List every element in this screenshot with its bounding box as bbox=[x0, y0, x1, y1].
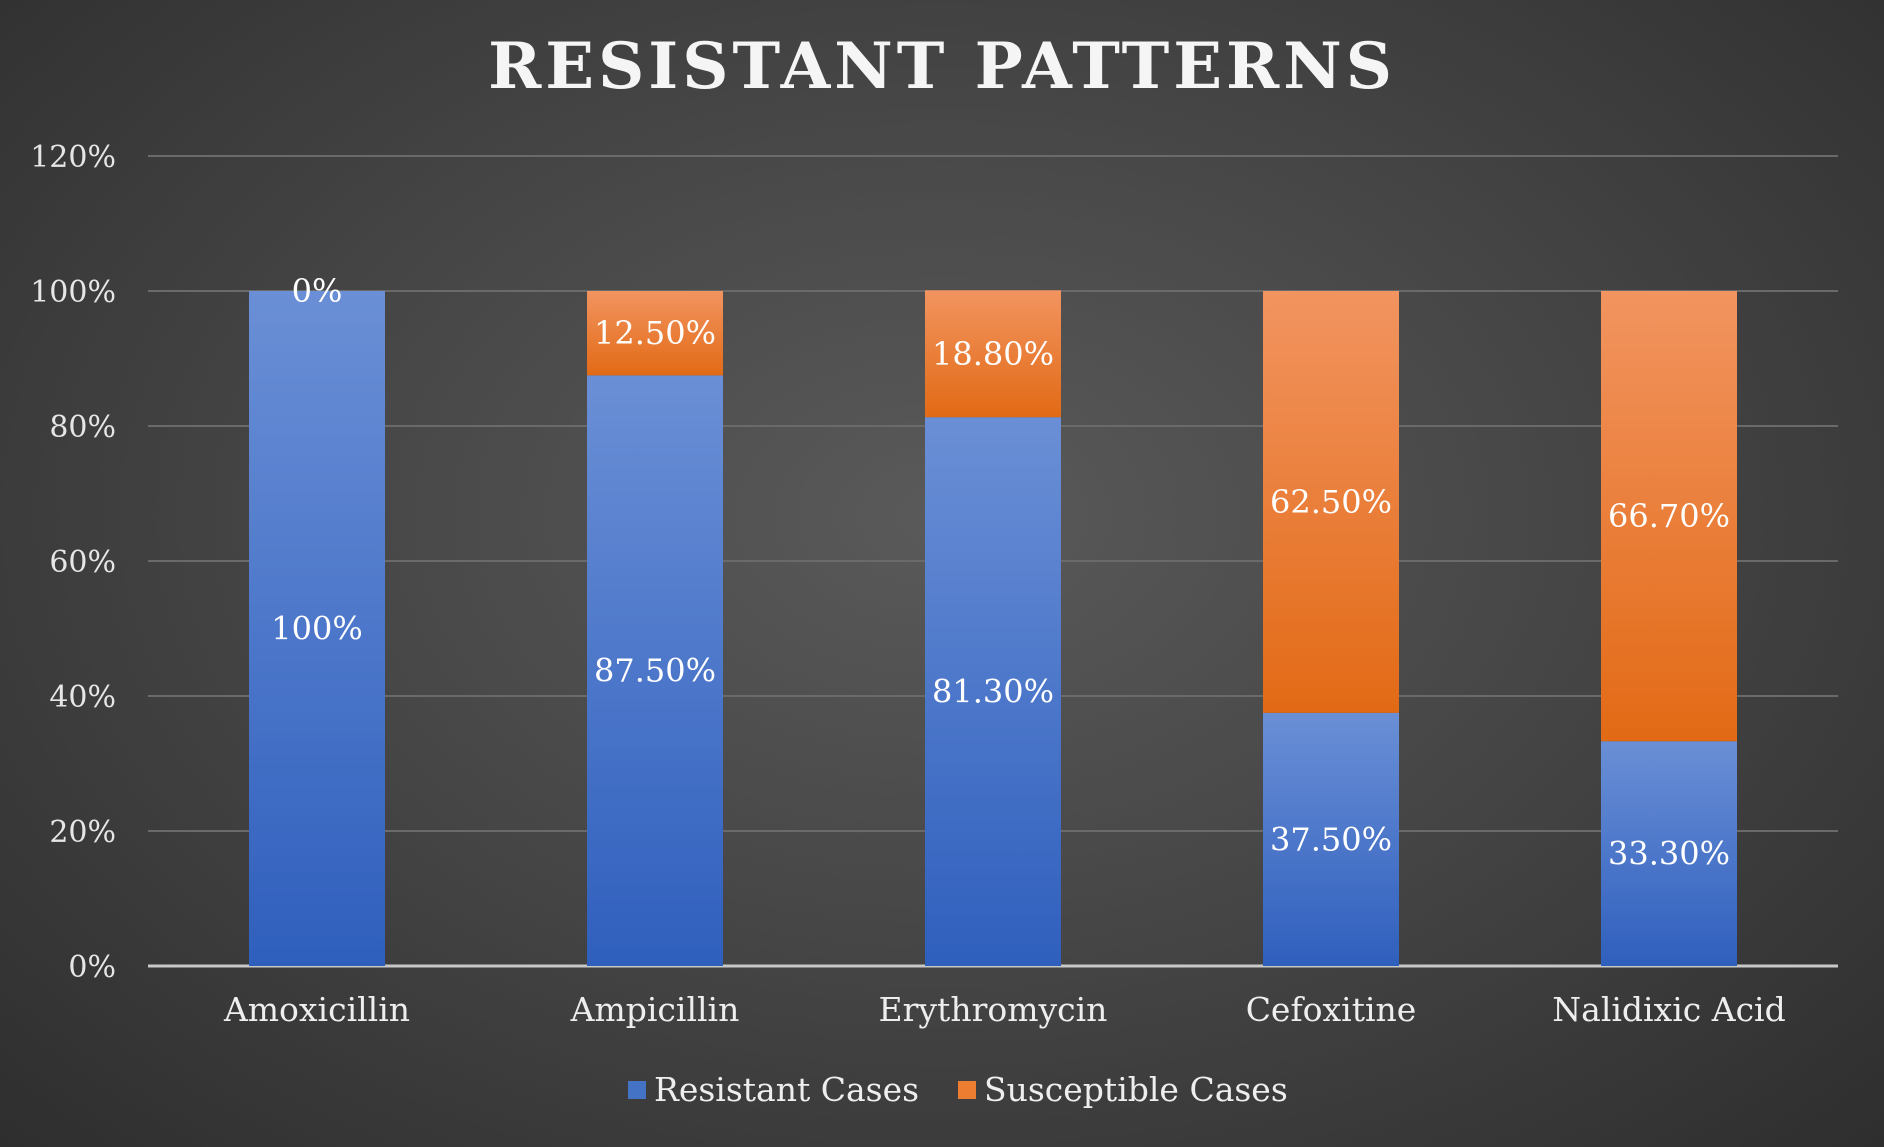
y-tick-label: 0% bbox=[68, 950, 116, 985]
data-label: 33.30% bbox=[1608, 835, 1730, 873]
x-tick-label: Erythromycin bbox=[879, 990, 1108, 1029]
data-label: 18.80% bbox=[932, 335, 1054, 373]
y-axis: 0% 20% 40% 60% 80% 100% 120% bbox=[30, 140, 116, 985]
bars bbox=[249, 290, 1737, 967]
y-tick-label: 120% bbox=[30, 140, 116, 175]
data-label: 100% bbox=[271, 610, 362, 648]
x-tick-label: Ampicillin bbox=[570, 990, 740, 1029]
x-tick-label: Amoxicillin bbox=[223, 990, 410, 1029]
bar-susceptible bbox=[1263, 291, 1399, 713]
data-label: 12.50% bbox=[594, 314, 716, 352]
y-tick-label: 80% bbox=[49, 410, 116, 445]
x-tick-label: Cefoxitine bbox=[1246, 990, 1417, 1029]
data-label: 0% bbox=[292, 272, 343, 310]
bar-resistant bbox=[1601, 741, 1737, 966]
data-label: 62.50% bbox=[1270, 483, 1392, 521]
bar-susceptible bbox=[1601, 291, 1737, 742]
legend-swatch bbox=[958, 1081, 976, 1099]
bar-resistant bbox=[1263, 712, 1399, 966]
data-label: 37.50% bbox=[1270, 820, 1392, 858]
chart-title: RESISTANT PATTERNS bbox=[488, 29, 1396, 104]
bar-susceptible bbox=[925, 290, 1061, 418]
legend-label: Susceptible Cases bbox=[984, 1070, 1288, 1109]
y-tick-label: 40% bbox=[49, 680, 116, 715]
legend-swatch bbox=[628, 1081, 646, 1099]
bar-resistant bbox=[249, 291, 385, 966]
data-label: 81.30% bbox=[932, 673, 1054, 711]
x-tick-label: Nalidixic Acid bbox=[1552, 990, 1785, 1029]
y-tick-label: 60% bbox=[49, 545, 116, 580]
bar-resistant bbox=[925, 417, 1061, 967]
y-tick-label: 100% bbox=[30, 275, 116, 310]
legend: Resistant Cases Susceptible Cases bbox=[628, 1070, 1288, 1109]
y-tick-label: 20% bbox=[49, 815, 116, 850]
bar-resistant bbox=[587, 375, 723, 966]
bar-susceptible bbox=[587, 291, 723, 376]
legend-label: Resistant Cases bbox=[654, 1070, 919, 1109]
data-labels: 100% 0% 87.50% 12.50% 81.30% 18.80% 37.50% 62.5… bbox=[271, 272, 1730, 873]
data-label: 87.50% bbox=[594, 652, 716, 690]
x-axis: Amoxicillin Ampicillin Erythromycin Cefoxit… bbox=[223, 990, 1786, 1029]
data-label: 66.70% bbox=[1608, 497, 1730, 535]
